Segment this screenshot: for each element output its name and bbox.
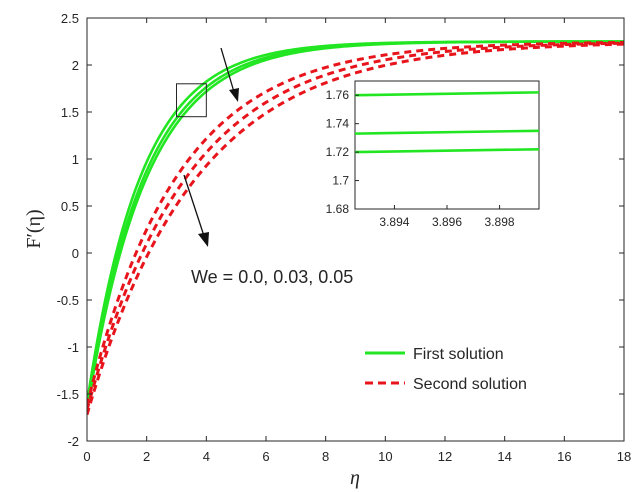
first-solution-line-2 [87,40,624,412]
arrow-upper [220,47,239,102]
y-tick-label: 0.5 [61,199,79,214]
zoom-box [176,83,207,118]
inset-y-ticks: 1.68 1.7 1.72 1.74 1.76 [326,88,359,216]
inset-x-tick-label: 3.898 [485,215,515,229]
we-annotation: We = 0.0, 0.03, 0.05 [191,267,353,287]
x-tick-label: 4 [203,449,210,464]
inset-x-ticks: 3.894 3.896 3.898 [379,205,515,229]
y-tick-label: -0.5 [57,293,79,308]
inset-lines [354,91,540,154]
second-solution-line-5 [87,42,624,416]
second-solution-line-3 [87,40,624,406]
axes-frame [86,17,625,442]
x-tick-label: 2 [143,449,150,464]
inset-chart: 1.68 1.7 1.72 1.74 1.76 3.894 3.896 3.898 [326,80,540,229]
arrow-lower [183,174,209,247]
x-tick-label: 8 [322,449,329,464]
y-tick-label: 2 [72,58,79,73]
y-tick-label: 1 [72,152,79,167]
x-tick-label: 10 [378,449,392,464]
legend: First solution Second solution [365,346,527,393]
inset-y-tick-label: 1.74 [326,117,350,131]
x-tick-label: 16 [557,449,571,464]
y-tick-label: 0 [72,246,79,261]
x-tick-label: 14 [497,449,511,464]
x-tick-label: 0 [83,449,90,464]
x-tick-label: 12 [438,449,452,464]
inset-y-tick-label: 1.76 [326,88,350,102]
inset-x-tick-label: 3.894 [379,215,409,229]
y-axis-label: F′(η) [23,209,45,248]
legend-first-label: First solution [413,346,504,363]
y-tick-label: -1 [67,340,79,355]
y-tick-label: -2 [67,434,79,449]
inset-line-2 [354,147,540,154]
y-tick-label: 2.5 [61,11,79,26]
legend-second-label: Second solution [413,376,527,393]
inset-x-tick-label: 3.896 [432,215,462,229]
x-tick-label: 6 [262,449,269,464]
x-axis-label: η [350,467,360,489]
second-solution-line-4 [87,41,624,411]
x-axis-ticks: 0 2 4 6 8 10 12 14 16 18 [83,18,631,464]
inset-line-1 [354,129,540,135]
inset-line-0 [354,91,540,97]
y-axis-ticks: -2 -1.5 -1 -0.5 0 0.5 1 1.5 2 2.5 [57,11,624,449]
y-tick-label: -1.5 [57,387,79,402]
inset-y-tick-label: 1.68 [326,202,350,216]
inset-y-tick-label: 1.72 [326,145,350,159]
x-tick-label: 18 [617,449,631,464]
inset-y-tick-label: 1.7 [332,174,349,188]
inset-frame [354,80,540,210]
y-tick-label: 1.5 [61,105,79,120]
